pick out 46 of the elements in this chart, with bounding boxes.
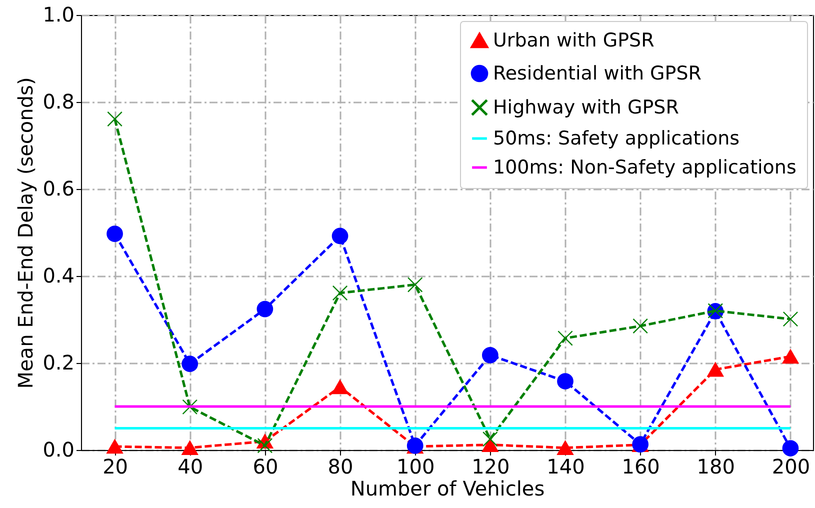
y-tick-label: 1.0 [42,2,74,26]
point [332,285,348,301]
legend-label: 50ms: Safety applications [493,128,740,150]
x-tick-label: 100 [396,454,435,478]
x-tick-label: 140 [546,454,585,478]
point [782,440,799,456]
point [482,431,498,447]
y-tick-label: 0.6 [42,176,74,200]
point [182,356,198,372]
point [106,439,123,454]
legend-label: 100ms: Non-Safety applications [493,156,796,178]
x-tick-label: 60 [252,454,278,478]
x-tick-label: 20 [102,454,128,478]
point [482,438,498,452]
x-tick-label: 80 [328,454,354,478]
point [107,111,122,127]
y-tick-label: 0.2 [42,350,74,374]
x-tick-label: 120 [472,454,510,478]
x-tick-label: 160 [622,454,660,478]
point [106,226,123,242]
point [557,373,574,390]
x-tick-label: 40 [178,454,204,478]
point [182,399,198,415]
point [332,228,348,244]
point [407,277,423,292]
point [632,318,648,334]
point [257,438,273,454]
x-tick-label: 200 [772,454,810,478]
y-tick-label: 0.4 [42,264,74,288]
point [782,349,799,364]
point [782,311,798,327]
x-axis-title: Number of Vehicles [350,476,545,500]
legend-label: Residential with GPSR [493,62,702,84]
point [558,330,573,346]
y-tick-label: 0.0 [42,438,74,462]
point [557,440,574,455]
point [332,380,348,394]
legend-label: Urban with GPSR [493,30,654,52]
point [482,347,498,364]
y-axis-title: Mean End-End Delay (seconds) [14,77,38,389]
x-tick-label: 180 [696,454,735,478]
point [256,300,274,318]
point [707,362,724,377]
y-tick-label: 0.8 [42,90,74,114]
legend-label: Highway with GPSR [493,96,679,118]
point [182,440,198,455]
